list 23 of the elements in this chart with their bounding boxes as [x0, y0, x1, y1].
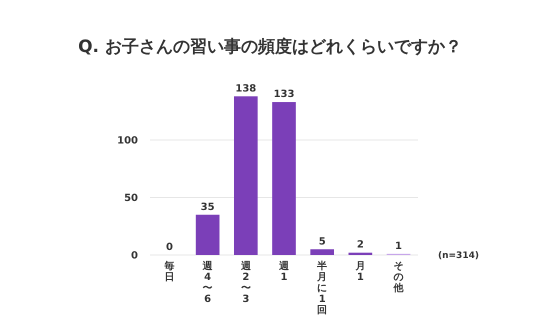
data-label: 5 [318, 236, 326, 248]
bar [234, 96, 258, 255]
y-tick-label: 0 [131, 250, 138, 262]
y-tick-label: 50 [124, 193, 138, 204]
y-tick-label: 100 [117, 136, 138, 146]
x-tick-label: 週4〜6 [202, 260, 214, 305]
data-label: 1 [395, 240, 402, 252]
bar [196, 214, 220, 255]
x-tick-label: 月1 [354, 261, 366, 283]
x-tick-label: 週2〜3 [240, 260, 252, 305]
bar [310, 249, 334, 255]
data-label: 2 [356, 240, 364, 251]
x-tick-label: その他 [392, 261, 405, 294]
data-label: 138 [235, 83, 256, 94]
chart-title: Q. お子さんの習い事の頻度はどれくらいですか？ [78, 37, 462, 57]
x-tick-label: 週1 [278, 260, 290, 283]
bar [272, 102, 296, 255]
data-label: 35 [200, 202, 215, 213]
text: (n=314) [438, 251, 479, 261]
x-tick-label: 毎日 [163, 260, 174, 283]
x-tick-label: 半月に1回 [316, 260, 328, 316]
data-label: 133 [274, 89, 294, 100]
data-label: 0 [166, 242, 173, 253]
